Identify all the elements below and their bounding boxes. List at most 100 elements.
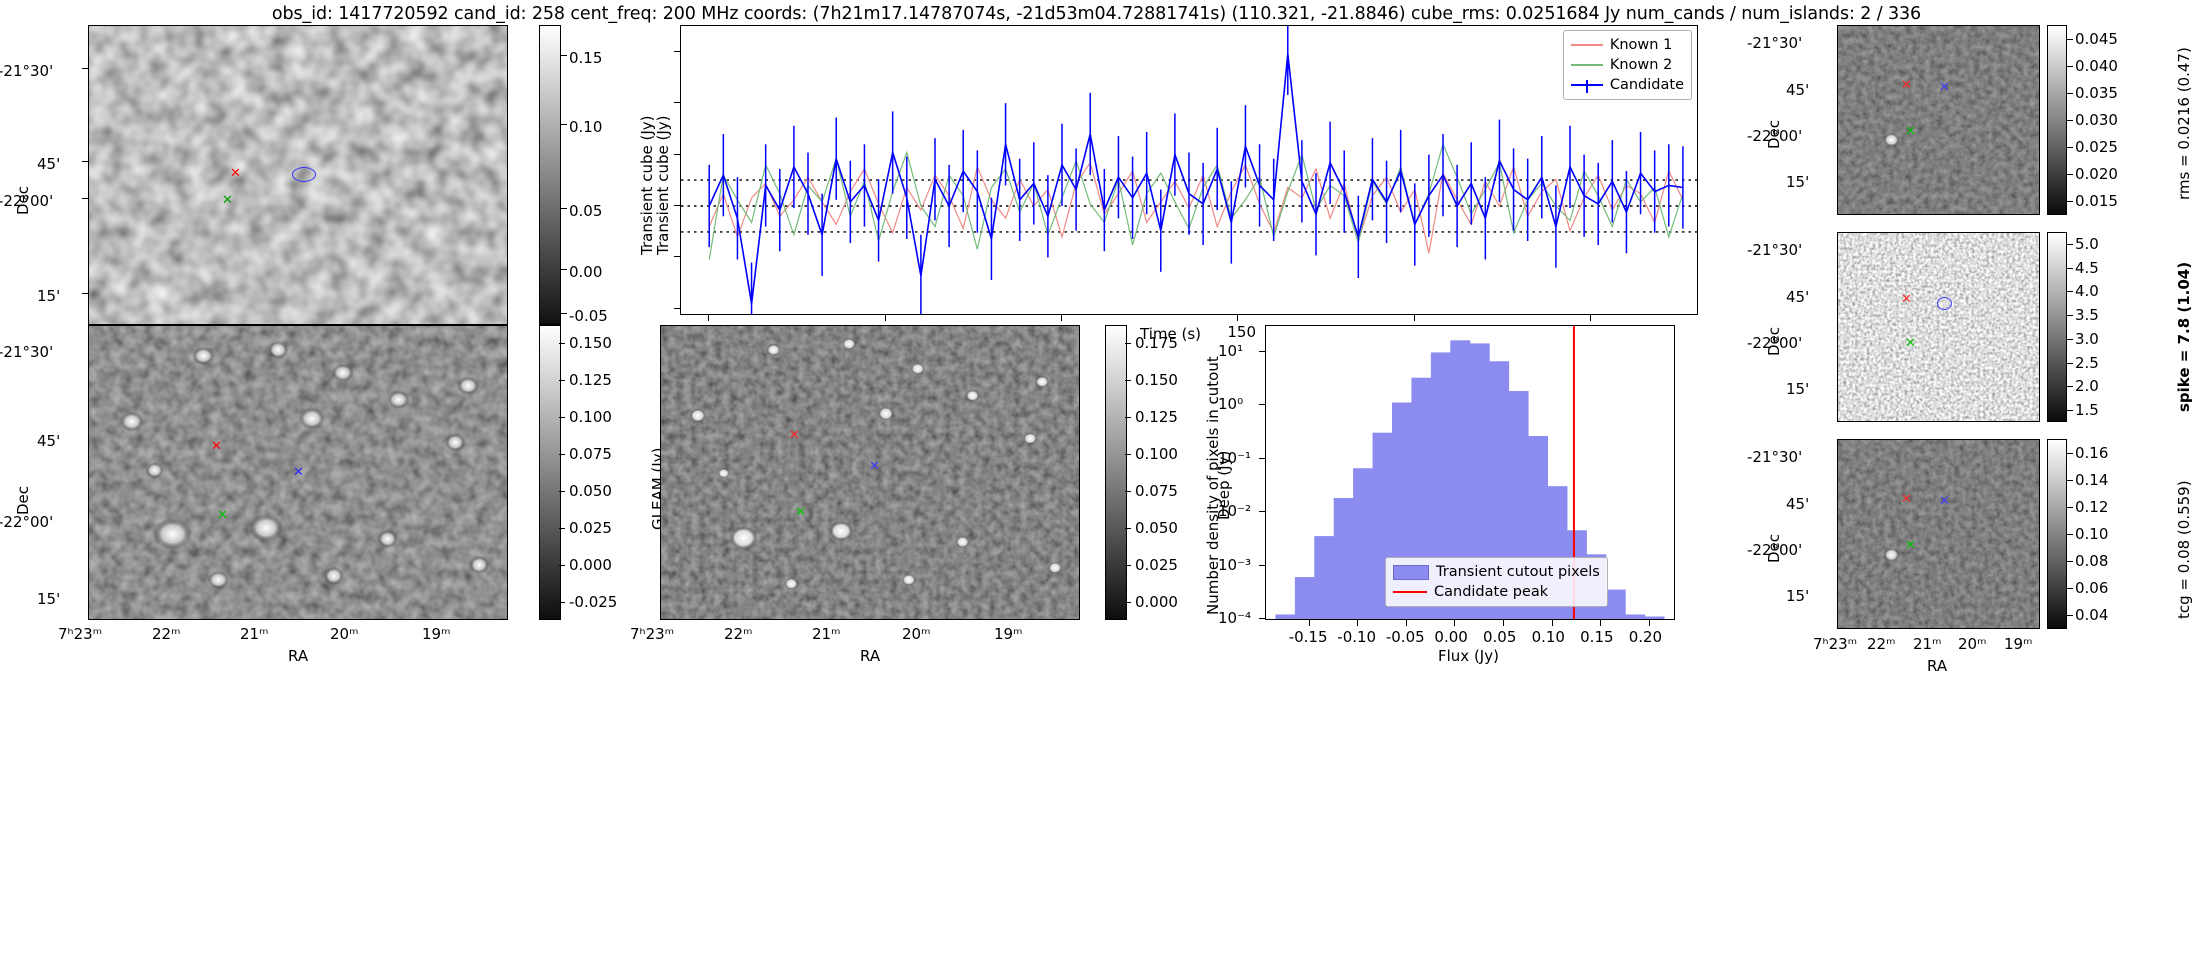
colorbar-ticklabel-6: 0.000: [569, 556, 612, 574]
transient-cube-ytick-1: 45': [37, 155, 61, 173]
histogram-yticklabel-4: 10⁻³: [1218, 556, 1252, 574]
colorbar-tickmark: [2067, 174, 2073, 175]
histogram-ytickmark: [1259, 511, 1265, 512]
colorbar-ticklabel-6: 2.0: [2075, 377, 2099, 395]
transient-cube-known1-marker: ✕: [230, 166, 241, 181]
colorbar-tickmark: [2067, 453, 2073, 454]
panel-gleam: Dec -21°30' 45' -22°00' 15': [0, 325, 540, 665]
colorbar-tickmark: [2067, 410, 2073, 411]
tcg-candidate-marker: ✕: [1939, 494, 1950, 509]
gleam-image[interactable]: ✕ ✕ ✕: [88, 325, 508, 620]
colorbar-tickmark: [1125, 343, 1131, 344]
colorbar-ticklabel-5: 0.050: [1135, 519, 1178, 537]
deep-colorbar[interactable]: 0.175 0.150 0.125 0.100 0.075 0.050 0.025 0.000…: [1105, 325, 1233, 620]
histogram-xtickmark: [1454, 620, 1456, 626]
colorbar-ticklabel-4: 0.025: [2075, 138, 2118, 156]
colorbar-ticklabel-1: 0.14: [2075, 471, 2109, 489]
legend-label-candidate-peak: Candidate peak: [1434, 584, 1549, 600]
cb-mark: [561, 55, 567, 56]
legend-item-known1: Known 1: [1570, 35, 1684, 55]
transient-cube-ytick-3: 15': [37, 287, 61, 305]
gleam-ytick-2: -22°00': [0, 513, 54, 531]
transient-cube-cb-tick-4: -0.05: [569, 307, 608, 325]
figure-title: obs_id: 1417720592 cand_id: 258 cent_fre…: [271, 4, 1922, 24]
legend-swatch-known1: [1570, 44, 1603, 46]
colorbar-tickmark: [1125, 380, 1131, 381]
histogram-ytickmark: [1259, 404, 1265, 405]
colorbar-tickmark: [2067, 201, 2073, 202]
histogram-xticklabel-5: 0.10: [1531, 628, 1565, 646]
colorbar-ticklabel-1: 0.040: [2075, 57, 2118, 75]
gleam-colorbar[interactable]: 0.150 0.125 0.100 0.075 0.050 0.025 0.000 -0.02…: [539, 325, 667, 620]
histogram-ytickmark: [1259, 351, 1265, 352]
deep-known1-marker: ✕: [789, 428, 800, 443]
tcg-map-image[interactable]: ✕ ✕ ✕: [1837, 439, 2040, 629]
lightcurve-plot-area[interactable]: [680, 12, 1698, 345]
histogram-xticklabel-6: 0.15: [1580, 628, 1614, 646]
legend-label-known1: Known 1: [1609, 37, 1673, 53]
transient-cube-ytickmark-3: [82, 293, 88, 294]
histogram-xtickmark: [1551, 620, 1553, 626]
panel-transient-cube: Dec -21°30' 45' -22°00' 15': [0, 25, 540, 330]
spike-known2-marker: ✕: [1905, 336, 1916, 351]
tcg-xlabel: RA: [1927, 657, 1948, 675]
tcg-xtick-1: 22ᵐ: [1867, 635, 1896, 653]
colorbar-ticklabel-1: 0.150: [1135, 371, 1178, 389]
histogram-yticklabel-2: 10⁻¹: [1218, 449, 1252, 467]
colorbar-tickmark: [2067, 66, 2073, 67]
gleam-known1-marker: ✕: [211, 439, 222, 454]
colorbar-tickmark: [2067, 147, 2073, 148]
colorbar-ticklabel-0: 0.175: [1135, 334, 1178, 352]
transient-cube-cb-tick-2: 0.05: [569, 202, 603, 220]
spike-map-image[interactable]: ✕ ✕: [1837, 232, 2040, 422]
histogram-xtickmark: [1405, 620, 1407, 626]
rms-colorbar[interactable]: 0.045 0.040 0.035 0.030 0.025 0.020 0.015 rms …: [2047, 25, 2193, 215]
gleam-xtick-3: 20ᵐ: [330, 625, 359, 643]
colorbar-tickmark: [559, 565, 565, 566]
histogram-yticklabel-1: 10⁰: [1218, 395, 1244, 413]
colorbar-tickmark: [2067, 120, 2073, 121]
legend-label-candidate: Candidate: [1609, 77, 1684, 93]
spike-colorbar-gradient: [2047, 232, 2067, 422]
spike-colorbar[interactable]: 5.0 4.5 4.0 3.5 3.0 2.5 2.0 1.5 spike = 7.8 (1.…: [2047, 232, 2193, 422]
lightcurve-xtickmark: [708, 315, 710, 321]
rms-known1-marker: ✕: [1901, 78, 1912, 93]
colorbar-tickmark: [559, 602, 565, 603]
colorbar-ticklabel-3: 0.030: [2075, 111, 2118, 129]
colorbar-ticklabel-0: 5.0: [2075, 235, 2099, 253]
gleam-ytick-1: 45': [37, 432, 61, 450]
colorbar-ticklabel-5: 0.020: [2075, 165, 2118, 183]
colorbar-ticklabel-5: 2.5: [2075, 354, 2099, 372]
spike-known1-marker: ✕: [1901, 292, 1912, 307]
gleam-xtick-1: 22ᵐ: [152, 625, 181, 643]
tcg-xtick-3: 20ᵐ: [1958, 635, 1987, 653]
rms-map-image[interactable]: ✕ ✕ ✕: [1837, 25, 2040, 215]
tcg-colorbar[interactable]: 0.16 0.14 0.12 0.10 0.08 0.06 0.04 tcg = 0.08 …: [2047, 439, 2193, 629]
spike-map-pixels: [1838, 233, 2039, 421]
cb-mark: [561, 313, 567, 314]
rms-colorbar-gradient: [2047, 25, 2067, 215]
transient-cube-known2-marker: ✕: [222, 193, 233, 208]
lightcurve-xtickmark: [1061, 315, 1062, 321]
colorbar-tickmark: [1125, 528, 1131, 529]
lightcurve-ytickmark: [674, 154, 680, 155]
transient-cube-colorbar[interactable]: 0.15 0.10 0.05 0.00 -0.05 Transient cube…: [539, 25, 656, 325]
colorbar-tickmark: [2067, 244, 2073, 245]
histogram-xlabel: Flux (Jy): [1438, 647, 1499, 665]
lightcurve-ytickmark: [674, 51, 680, 52]
transient-cube-image[interactable]: ✕ ✕: [88, 25, 508, 325]
panel-spike-map: Dec -21°30' 45' -22°00' 15' ✕ ✕: [1747, 232, 2075, 427]
colorbar-ticklabel-1: 0.125: [569, 371, 612, 389]
lightcurve-legend[interactable]: Known 1 Known 2 Candidate: [1562, 30, 1692, 100]
deep-xtick-0: 7ʰ23ᵐ: [630, 625, 675, 643]
rms-ytick-0: -21°30': [1747, 34, 1803, 52]
colorbar-ticklabel-3: 0.10: [2075, 525, 2109, 543]
gleam-xtick-4: 19ᵐ: [422, 625, 451, 643]
colorbar-tickmark: [2067, 363, 2073, 364]
panel-rms-map: Dec -21°30' 45' -22°00' 15' ✕ ✕ ✕: [1747, 25, 2075, 220]
deep-image[interactable]: ✕ ✕ ✕: [660, 325, 1080, 620]
colorbar-ticklabel-2: 0.035: [2075, 84, 2118, 102]
gleam-colorbar-gradient: [539, 325, 561, 620]
histogram-legend[interactable]: Transient cutout pixels Candidate peak: [1385, 557, 1608, 607]
